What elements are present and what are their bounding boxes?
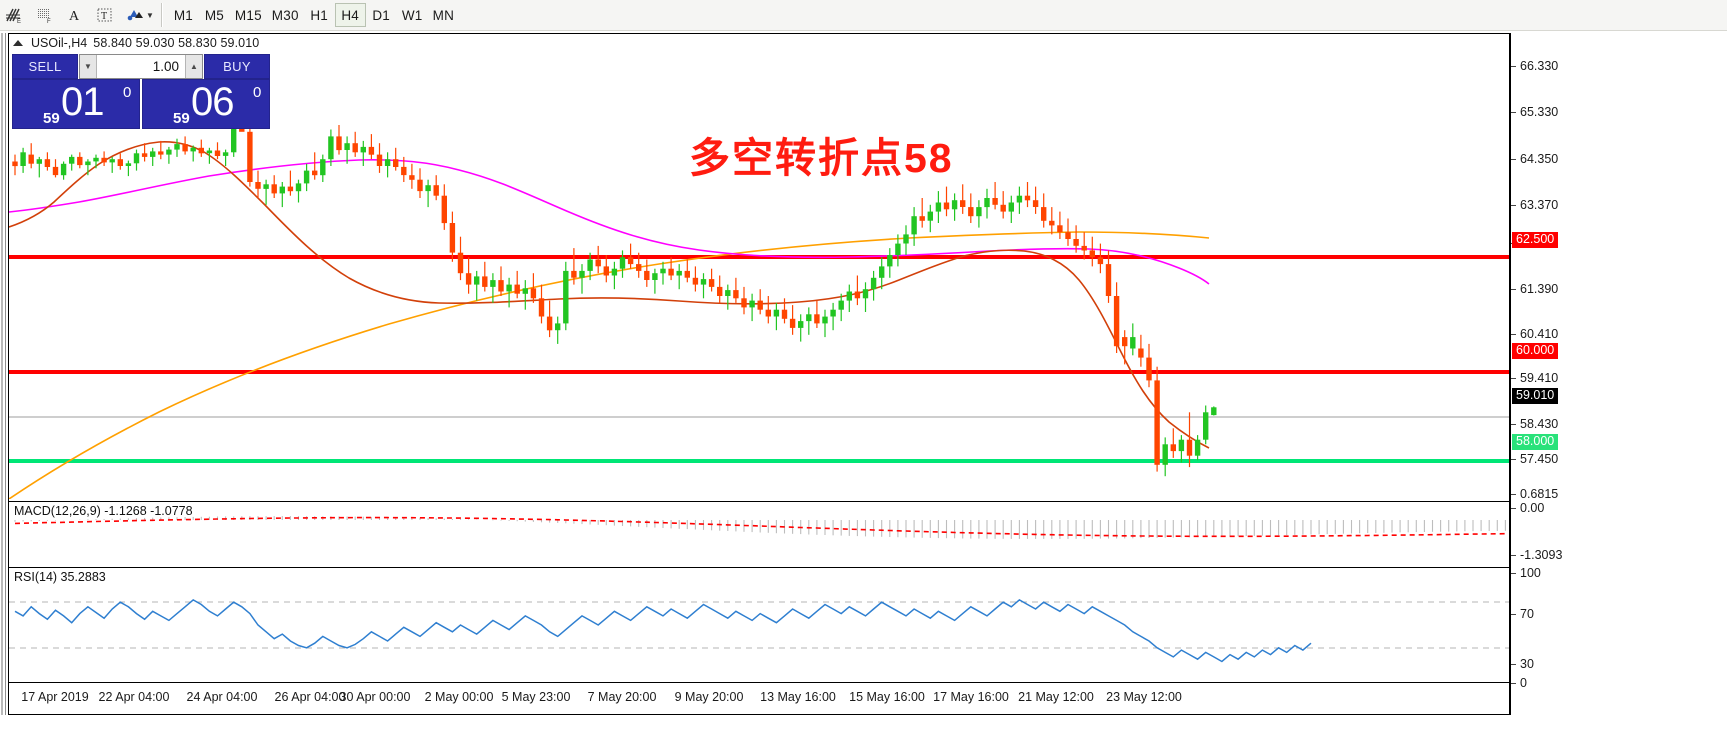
timeframe-h4[interactable]: H4 xyxy=(334,3,366,27)
volume-increase-icon[interactable]: ▲ xyxy=(185,55,202,78)
price-tick: 61.390 xyxy=(1511,282,1558,296)
chart-left-rail xyxy=(0,33,7,715)
time-tick: 13 May 16:00 xyxy=(760,690,836,704)
price-level-badge[interactable]: 60.000 xyxy=(1512,343,1559,359)
chart-symbol-label: USOil-,H4 xyxy=(31,36,88,50)
price-level-badge[interactable]: 59.010 xyxy=(1512,388,1559,404)
price-tick: 59.410 xyxy=(1511,371,1558,385)
macd-plot xyxy=(14,516,1506,539)
price-tick: 64.350 xyxy=(1511,152,1558,166)
macd-histogram xyxy=(14,516,1506,539)
indicators-icon[interactable]: E xyxy=(0,1,30,29)
timeframe-w1[interactable]: W1 xyxy=(401,7,423,23)
collapse-arrow-icon[interactable] xyxy=(13,40,23,46)
macd-pane: MACD(12,26,9) -1.1268 -1.0778 xyxy=(9,501,1509,565)
price-pane xyxy=(9,52,1509,499)
time-tick: 9 May 20:00 xyxy=(674,690,744,704)
chart-annotation-text: 多空转折点58 xyxy=(689,135,954,181)
time-tick: 17 Apr 2019 xyxy=(21,690,89,704)
rsi-pane: RSI(14) 35.2883 xyxy=(9,567,1509,682)
rsi-tick: 100 xyxy=(1511,566,1541,580)
moving-averages xyxy=(9,141,1210,499)
time-tick: 21 May 12:00 xyxy=(1018,690,1094,704)
level-lines xyxy=(9,255,1509,463)
time-tick: 23 May 12:00 xyxy=(1106,690,1182,704)
macd-tick: 0.6815 xyxy=(1511,487,1558,501)
sell-price-big: 01 xyxy=(61,80,104,124)
time-tick: 30 Apr 00:00 xyxy=(339,690,411,704)
buy-price-big: 06 xyxy=(191,80,234,124)
price-tick: 58.430 xyxy=(1511,417,1558,431)
bottom-pad xyxy=(0,715,1727,754)
price-level-badge[interactable]: 58.000 xyxy=(1512,434,1559,450)
time-axis: 17 Apr 2019 22 Apr 04:00 24 Apr 04:00 26 Ap… xyxy=(9,683,1509,714)
rsi-tick: 70 xyxy=(1511,607,1534,621)
buy-price-whole: 59 xyxy=(173,110,190,127)
timeframe-m1[interactable]: M1 xyxy=(173,7,193,23)
time-tick: 5 May 23:00 xyxy=(501,690,571,704)
sell-price-whole: 59 xyxy=(43,110,60,127)
macd-tick: -1.3093 xyxy=(1511,548,1562,562)
buy-price-fraction: 0 xyxy=(253,84,262,101)
volume-decrease-icon[interactable]: ▼ xyxy=(80,55,97,78)
timeframe-m30[interactable]: M30 xyxy=(271,7,299,23)
ma-brown-line xyxy=(9,141,1210,449)
time-tick: 17 May 16:00 xyxy=(933,690,1009,704)
rsi-tick: 0 xyxy=(1511,676,1527,690)
timeframe-h1[interactable]: H1 xyxy=(310,7,328,23)
svg-text:T: T xyxy=(101,11,107,22)
chart-ohlc-values: 58.840 59.030 58.830 59.010 xyxy=(93,36,260,50)
text-label-icon[interactable]: T xyxy=(90,1,120,29)
sell-price-display[interactable]: 59 01 0 xyxy=(12,79,140,129)
buy-price-display[interactable]: 59 06 0 xyxy=(142,79,270,129)
price-tick: 60.410 xyxy=(1511,327,1558,341)
time-tick: 22 Apr 04:00 xyxy=(98,690,170,704)
sell-price-fraction: 0 xyxy=(123,84,132,101)
text-tool-icon[interactable]: A xyxy=(60,1,90,29)
chart-toolbar: E F A T xyxy=(0,0,1727,31)
chart-canvas[interactable]: USOil-,H4 58.840 59.030 58.830 59.010 xyxy=(8,33,1510,715)
svg-text:F: F xyxy=(47,19,51,25)
price-tick: 66.330 xyxy=(1511,59,1558,73)
rsi-tick: 30 xyxy=(1511,657,1534,671)
macd-tick: 0.00 xyxy=(1511,501,1544,515)
time-tick: 26 Apr 04:00 xyxy=(274,690,346,704)
volume-input[interactable]: 1.00 xyxy=(152,59,179,74)
sell-button[interactable]: SELL xyxy=(12,54,78,79)
price-tick: 57.450 xyxy=(1511,452,1558,466)
time-tick: 15 May 16:00 xyxy=(849,690,925,704)
macd-label: MACD(12,26,9) -1.1268 -1.0778 xyxy=(14,504,193,518)
objects-icon[interactable] xyxy=(120,1,150,29)
one-click-trading-panel[interactable]: SELL ▼ 1.00 ▲ BUY 59 01 0 59 06 0 xyxy=(12,54,270,129)
svg-text:A: A xyxy=(69,9,80,24)
price-tick: 65.330 xyxy=(1511,105,1558,119)
price-plot xyxy=(9,93,1509,499)
rsi-line xyxy=(14,598,1312,663)
timeframe-m5[interactable]: M5 xyxy=(204,7,224,23)
ma-magenta-line xyxy=(9,159,1210,285)
chart-quote-header: USOil-,H4 58.840 59.030 58.830 59.010 xyxy=(9,34,1509,52)
objects-dropdown-caret-icon[interactable]: ▼ xyxy=(146,10,154,20)
grid-icon[interactable]: F xyxy=(30,1,60,29)
macd-signal-line xyxy=(14,516,1506,538)
timeframe-m15[interactable]: M15 xyxy=(234,7,262,23)
time-tick: 7 May 20:00 xyxy=(587,690,657,704)
time-tick: 2 May 00:00 xyxy=(424,690,494,704)
ma-orange-line xyxy=(9,231,1210,499)
price-axis[interactable]: 66.33065.33064.35063.37062.37061.39060.4… xyxy=(1510,33,1726,715)
rsi-plot xyxy=(9,598,1509,663)
timeframe-mn[interactable]: MN xyxy=(432,7,455,23)
timeframe-d1[interactable]: D1 xyxy=(372,7,390,23)
rsi-label: RSI(14) 35.2883 xyxy=(14,570,106,584)
price-level-badge[interactable]: 62.500 xyxy=(1512,232,1559,248)
buy-button[interactable]: BUY xyxy=(204,54,270,79)
volume-stepper[interactable]: ▼ 1.00 ▲ xyxy=(79,54,203,79)
time-tick: 24 Apr 04:00 xyxy=(186,690,258,704)
time-axis-pane: 17 Apr 2019 22 Apr 04:00 24 Apr 04:00 26 Ap… xyxy=(9,682,1509,714)
price-tick: 63.370 xyxy=(1511,198,1558,212)
toolbar-separator xyxy=(160,3,163,27)
candle-series xyxy=(12,93,1217,477)
svg-text:E: E xyxy=(17,19,21,25)
